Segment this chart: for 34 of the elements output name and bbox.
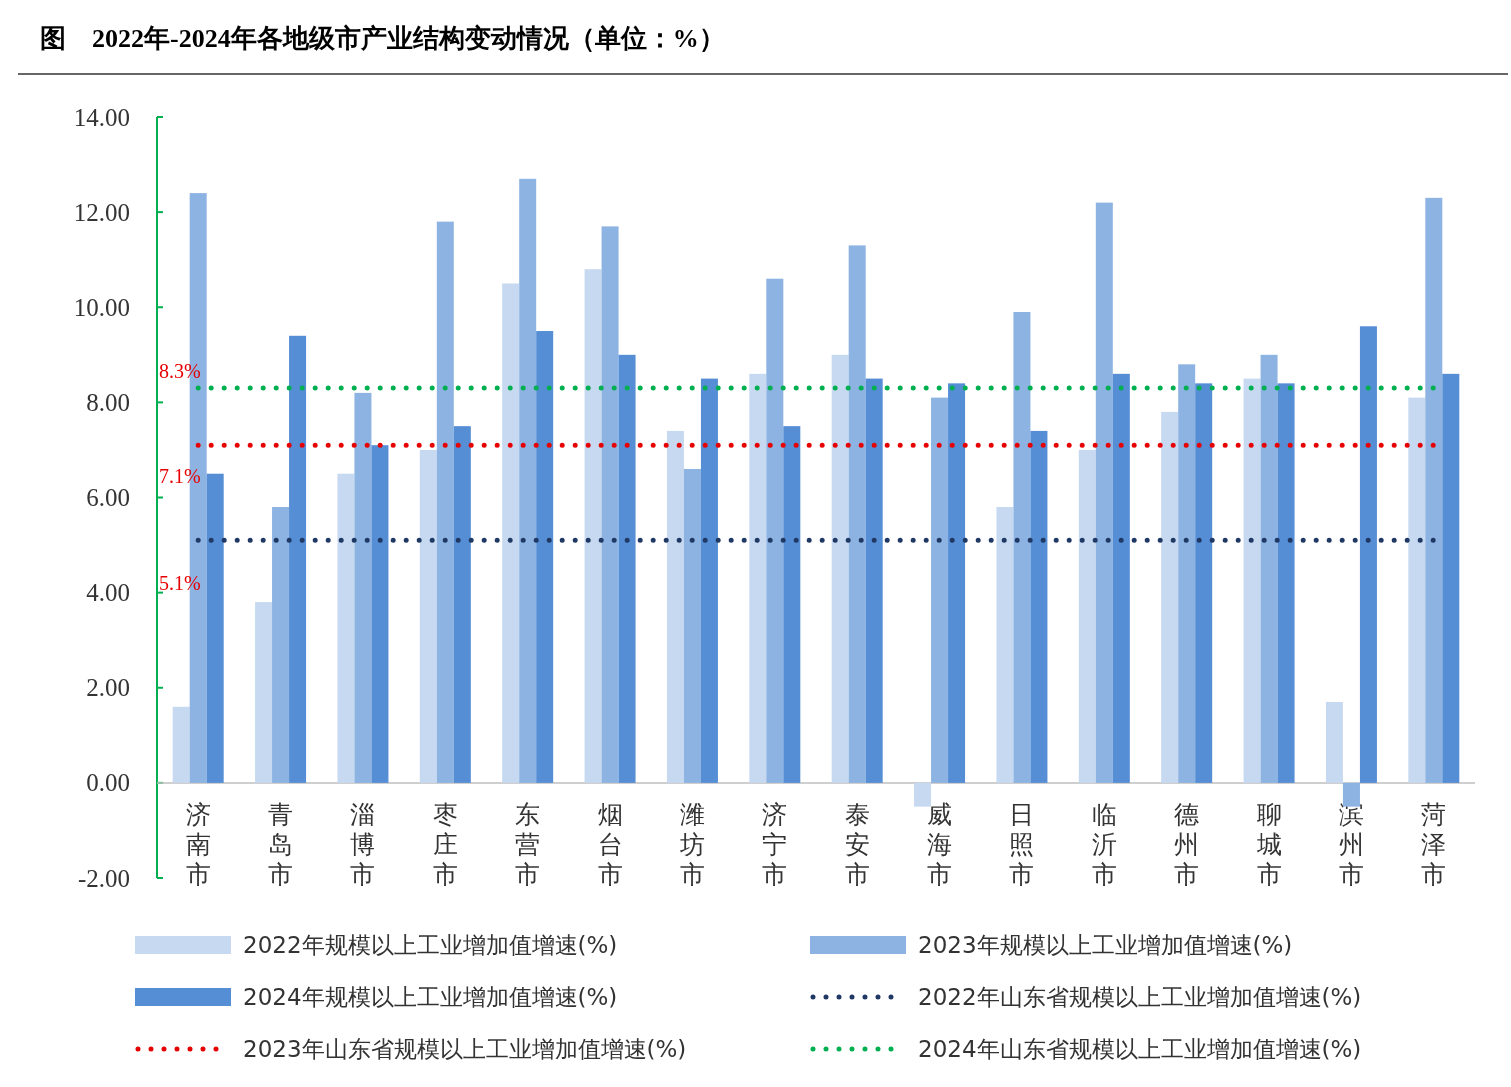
y-tick-label: 4.00 (86, 579, 130, 607)
y-tick-label: 14.00 (73, 103, 130, 131)
legend-label: 2022年山东省规模以上工业增加值增速(%) (918, 984, 1362, 1010)
data-label: 8.3% (159, 360, 201, 383)
xtick: 枣庄市 (432, 800, 458, 889)
y-tick-label: 2.00 (86, 674, 130, 702)
y-tick-label: 10.00 (73, 293, 130, 321)
xtick: 聊城市 (1256, 800, 1282, 889)
xtick: 青岛市 (268, 800, 294, 889)
xtick: 济宁市 (762, 800, 788, 889)
xtick: 德州市 (1174, 800, 1200, 889)
data-label: 7.1% (159, 465, 201, 488)
legend-label: 2024年山东省规模以上工业增加值增速(%) (918, 1036, 1362, 1062)
data-label: 5.1% (159, 572, 201, 595)
y-tick-label: 0.00 (86, 769, 130, 797)
xtick: 临沂市 (1091, 800, 1117, 889)
xtick: 菏泽市 (1421, 800, 1447, 889)
chart-title: 图 2022年-2024年各地级市产业结构变动情况（单位：%） (40, 24, 725, 53)
xtick: 淄博市 (350, 800, 376, 889)
y-tick-label: 12.00 (73, 198, 130, 226)
xtick: 日照市 (1009, 800, 1035, 889)
legend-label: 2022年规模以上工业增加值增速(%) (243, 932, 618, 958)
legend-label: 2024年规模以上工业增加值增速(%) (243, 984, 618, 1010)
xtick: 威海市 (927, 800, 953, 889)
xtick: 东营市 (515, 800, 541, 889)
y-tick-label: 6.00 (86, 484, 130, 511)
xtick: 潍坊市 (679, 800, 705, 889)
y-tick-label: 8.00 (86, 388, 130, 416)
xtick: 济南市 (185, 800, 211, 889)
xtick: 泰安市 (844, 800, 870, 889)
legend-label: 2023年山东省规模以上工业增加值增速(%) (243, 1036, 687, 1062)
legend-label: 2023年规模以上工业增加值增速(%) (918, 932, 1293, 958)
xtick: 烟台市 (597, 800, 623, 889)
y-tick-label: -2.00 (77, 864, 130, 892)
